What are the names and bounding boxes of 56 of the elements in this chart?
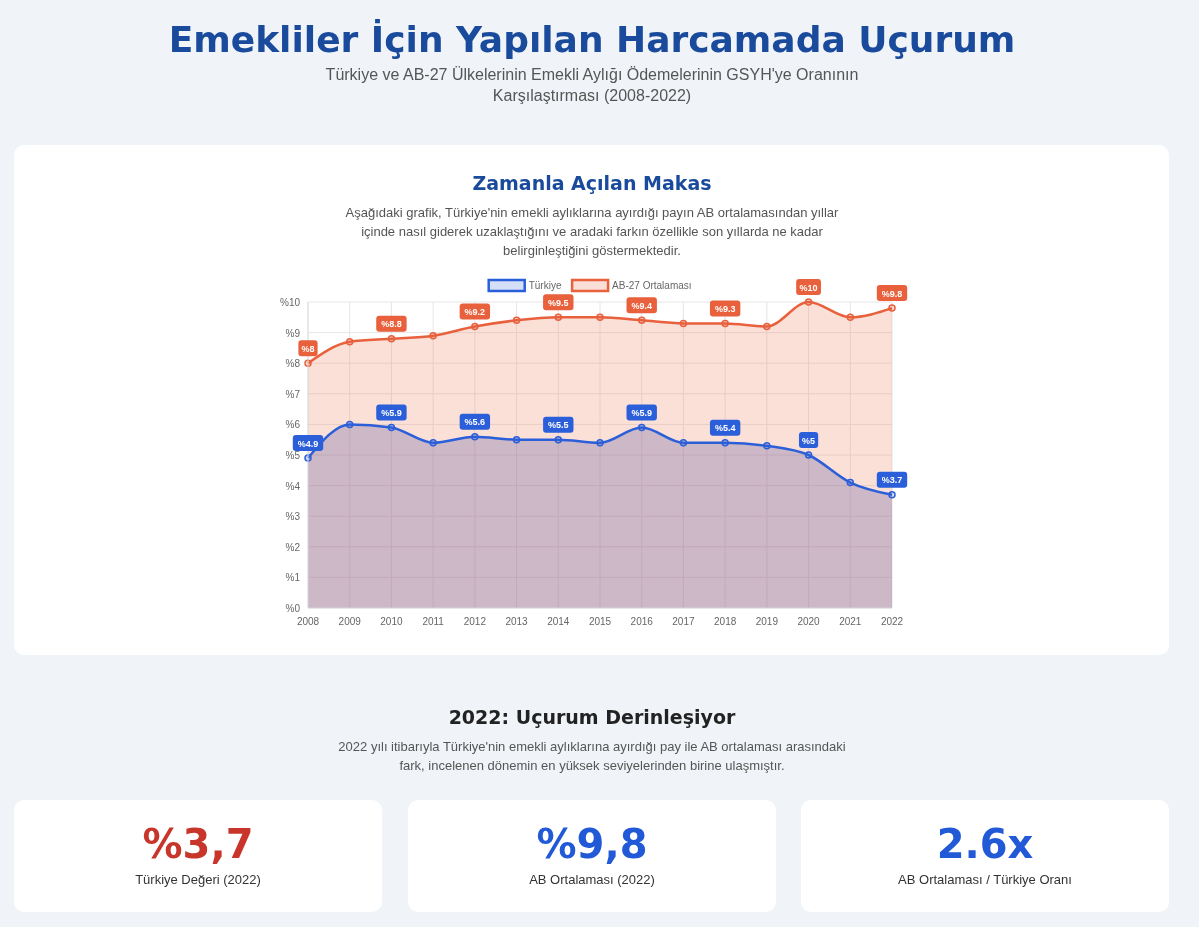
text: Emekliler İçin Yapılan Harcamada Uçurum — [168, 19, 1016, 60]
data-label: %9.4 — [631, 300, 652, 311]
x-tick-label: 2022 — [880, 616, 904, 627]
legend-label: Türkiye — [528, 280, 562, 291]
data-label: %9.2 — [464, 306, 486, 317]
data-label: %8 — [301, 343, 315, 354]
x-tick-label: 2008 — [296, 616, 320, 627]
y-tick-label: %7 — [285, 388, 301, 400]
x-tick-label: 2016 — [630, 616, 654, 627]
x-tick-label: 2012 — [463, 616, 487, 627]
y-tick-label: %9 — [285, 327, 301, 339]
text: AB Ortalaması / Türkiye Oranı — [898, 872, 1072, 887]
y-tick-label: %4 — [285, 480, 301, 492]
text: Türkiye Değeri (2022) — [135, 872, 261, 887]
data-label: %5.9 — [631, 407, 652, 418]
y-tick-label: %2 — [285, 541, 301, 553]
x-tick-label: 2021 — [839, 616, 862, 627]
x-tick-label: 2009 — [338, 616, 362, 627]
data-label: %4.9 — [297, 438, 319, 449]
data-label: %5.6 — [464, 417, 486, 428]
x-tick-label: 2014 — [547, 616, 570, 627]
text: %3,7 — [142, 821, 254, 867]
x-tick-label: 2017 — [672, 616, 695, 627]
chart-subtitle: Aşağıdaki grafik, Türkiye'nin emekli aylıklarına ayırdığı payın AB ortalamasından yıllar içinde nasıl giderek uzaklaştığını ve aradaki farkın özellikle son yıllarda ne kadar belirginleştiğini göstermektedir. — [345, 205, 840, 258]
data-label: %9.3 — [714, 303, 736, 314]
text: 2022 yılı itibarıyla Türkiye'nin emekli aylıklarına ayırdığı pay ile AB ortalaması arasındaki fark, incelenen dönemin en yüksek seviyelerinden birine ulaşmıştır. — [338, 739, 846, 773]
text: 2.6x — [936, 821, 1034, 867]
y-tick-label: %5 — [285, 450, 301, 461]
y-tick-label: %1 — [285, 572, 301, 584]
x-tick-label: 2013 — [505, 616, 529, 627]
data-label: %5 — [802, 435, 816, 446]
data-label: %5.4 — [714, 423, 736, 434]
data-label: %10 — [799, 282, 818, 293]
y-tick-label: %8 — [285, 358, 301, 370]
data-label: %9.8 — [881, 288, 903, 299]
x-tick-label: 2020 — [797, 616, 821, 627]
y-tick-label: %6 — [285, 419, 301, 431]
data-label: %5.5 — [548, 420, 569, 431]
x-tick-label: 2019 — [755, 616, 779, 627]
text: AB Ortalaması (2022) — [529, 872, 655, 887]
data-label: %8.8 — [381, 319, 402, 330]
y-tick-label: %3 — [285, 511, 301, 523]
text: %9,8 — [536, 821, 648, 867]
text: 2022: Uçurum Derinleşiyor — [448, 706, 736, 728]
data-label: %9.5 — [548, 297, 569, 308]
y-tick-label: %10 — [279, 297, 301, 308]
data-label: %5.9 — [381, 407, 402, 418]
legend-label: AB-27 Ortalaması — [612, 280, 692, 291]
x-tick-label: 2018 — [714, 616, 737, 627]
x-tick-label: 2010 — [380, 616, 403, 627]
chart-title: Zamanla Açılan Makas — [472, 172, 712, 194]
data-label: %3.7 — [881, 475, 903, 486]
x-tick-label: 2011 — [422, 616, 445, 627]
text: Türkiye ve AB-27 Ülkelerinin Emekli Aylığı Ödemelerinin GSYH'ye Oranının Karşılaştırması (2008-2022) — [325, 66, 859, 104]
y-tick-label: %0 — [285, 603, 301, 614]
x-tick-label: 2015 — [588, 616, 612, 627]
